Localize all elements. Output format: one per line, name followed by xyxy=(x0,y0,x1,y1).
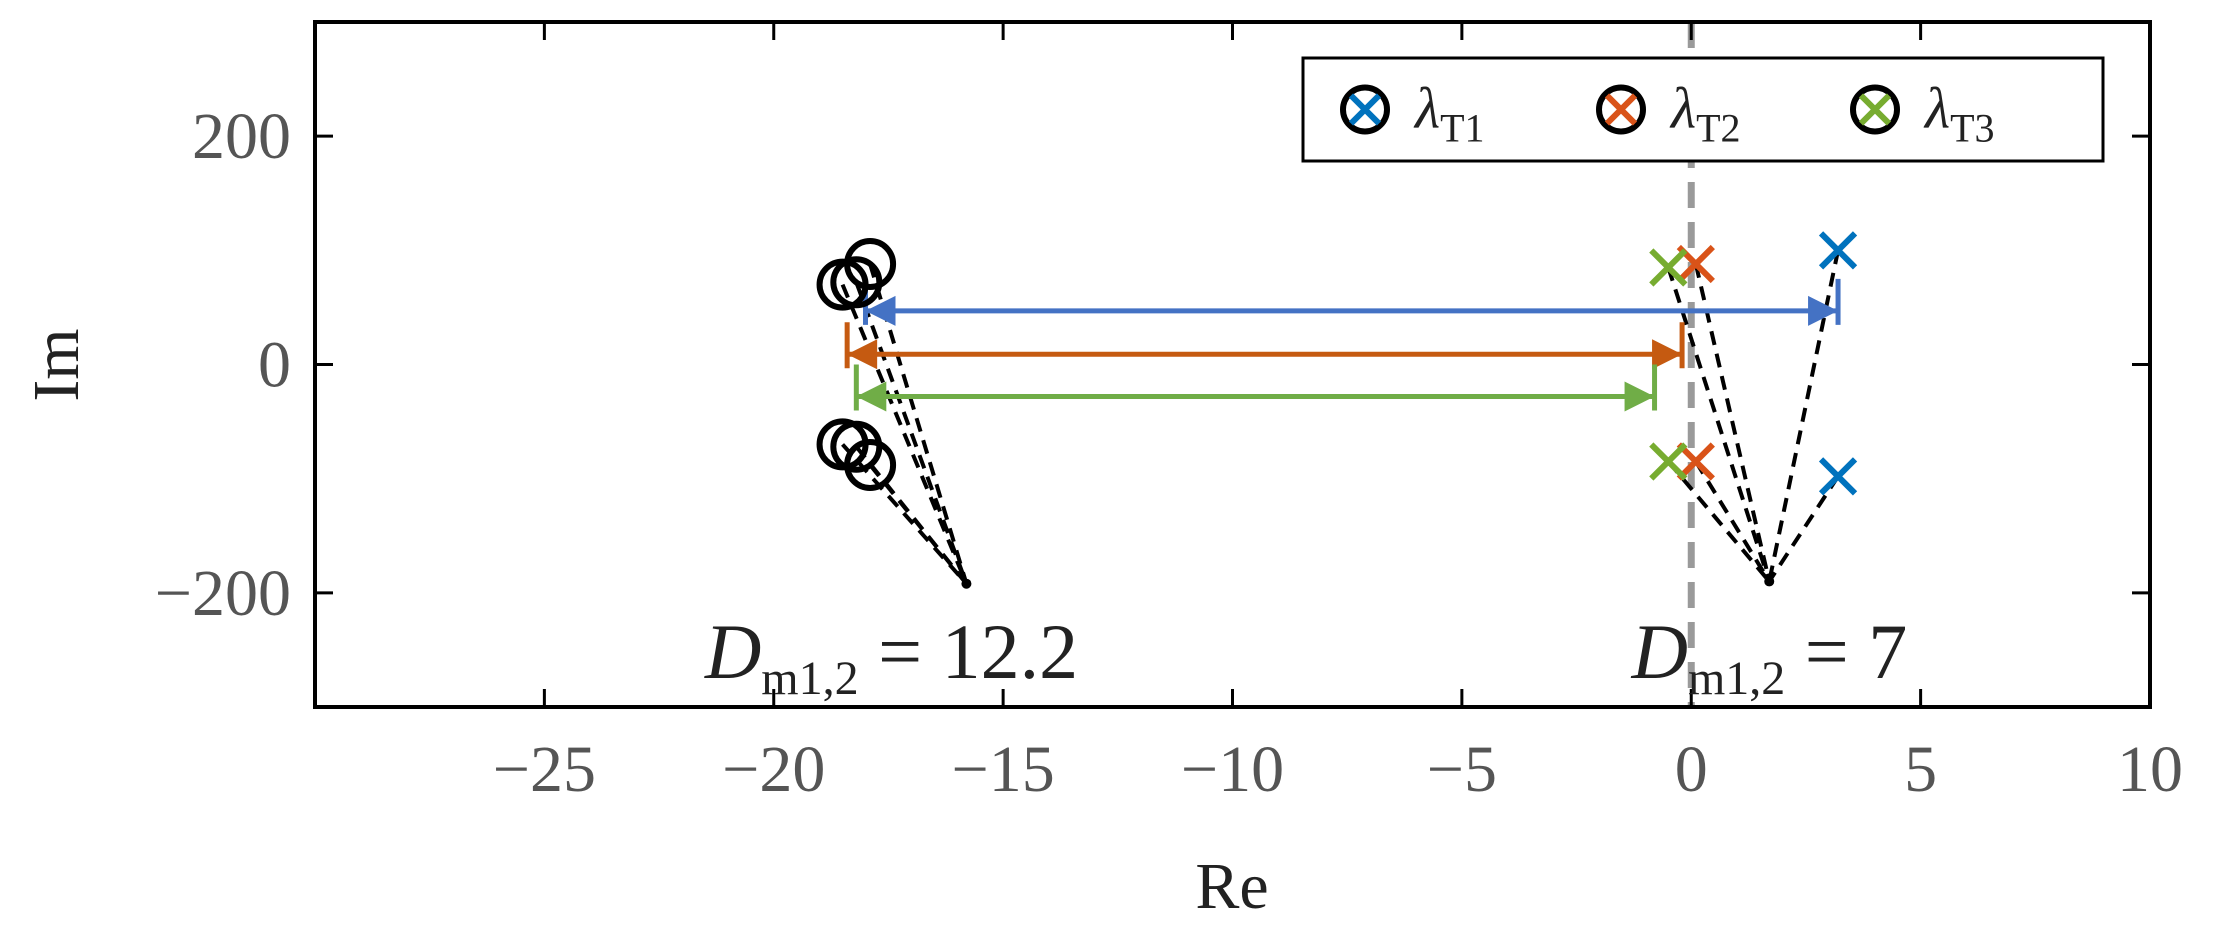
legend-symbol: λ xyxy=(1413,76,1440,141)
x-tick-label: −10 xyxy=(1181,733,1284,806)
legend-box xyxy=(1301,56,2105,163)
x-tick-label: −25 xyxy=(493,733,596,806)
legend-subscript: T1 xyxy=(1440,106,1484,151)
connector-line xyxy=(854,445,968,585)
legend-circle-marker xyxy=(1596,84,1646,135)
y-tick-label: 0 xyxy=(258,329,291,402)
connector-line xyxy=(1694,460,1771,583)
x-tick-label: −15 xyxy=(952,733,1055,806)
legend-label-3: λT3 xyxy=(1923,76,1995,151)
legend-cross-marker xyxy=(1348,93,1382,126)
legend-circle-marker xyxy=(1850,84,1900,135)
connector-line xyxy=(1693,263,1772,582)
annotation-layer: Dm1,2 = 12.2 Dm1,2 = 7 xyxy=(704,608,1907,705)
legend-cross-marker xyxy=(1858,93,1892,126)
axes-layer: −25 −20 −15 −10 −5 0 5 10 −200 0 200 xyxy=(155,20,2183,806)
legend-label-1: λT1 xyxy=(1413,76,1485,151)
annotation-subscript: m1,2 xyxy=(1688,652,1785,705)
eigenvalue-after-marker xyxy=(1649,442,1688,481)
shift-arrow-head-end xyxy=(1652,339,1683,370)
y-tick-label: −200 xyxy=(155,557,291,630)
annotation-value: = 12.2 xyxy=(859,608,1079,695)
eigenvalue-after-marker xyxy=(1818,231,1858,270)
connector-tip xyxy=(961,578,972,589)
shift-arrow-head-start xyxy=(847,339,878,370)
annotation-value: = 7 xyxy=(1785,608,1907,695)
eigenvalue-before-marker xyxy=(816,258,869,311)
shift-arrow-2 xyxy=(844,322,1685,370)
shift-arrow-head-end xyxy=(1808,295,1839,326)
legend-subscript: T2 xyxy=(1696,106,1740,151)
annotation-symbol: D xyxy=(1631,608,1688,695)
x-tick-label: 10 xyxy=(2117,733,2183,806)
y-tick-label: 200 xyxy=(192,100,291,173)
connector-line xyxy=(1666,460,1771,583)
shift-arrow-3 xyxy=(853,364,1658,412)
x-tick-label: −5 xyxy=(1427,733,1497,806)
eigenvalue-after-marker xyxy=(1818,457,1858,496)
legend: λT1 λT2 λT3 xyxy=(1301,56,2105,163)
y-axis-title: Im xyxy=(20,328,93,401)
legend-circle-marker xyxy=(1340,84,1390,135)
shift-arrow-head-start xyxy=(856,381,887,412)
eigenvalue-after-marker xyxy=(1676,442,1715,481)
legend-subscript: T3 xyxy=(1950,106,1994,151)
eigenvalue-after-marker xyxy=(1649,248,1688,287)
data-layer xyxy=(816,231,1858,589)
distance-annotation-1: Dm1,2 = 12.2 xyxy=(704,608,1078,705)
eigenvalue-before-marker xyxy=(816,418,869,471)
legend-symbol: λ xyxy=(1923,76,1950,141)
series-3-markers xyxy=(816,248,1688,481)
shift-arrow-1 xyxy=(863,278,1841,326)
connector-tip xyxy=(1764,576,1775,587)
connector-line xyxy=(840,283,969,585)
connector-line xyxy=(1767,475,1840,583)
legend-cross-marker xyxy=(1604,93,1638,126)
distance-annotation-2: Dm1,2 = 7 xyxy=(1631,608,1908,705)
connector-line xyxy=(1666,266,1772,583)
legend-symbol: λ xyxy=(1669,76,1696,141)
shift-arrow-head-end xyxy=(1624,381,1655,412)
x-tick-label: 5 xyxy=(1904,733,1937,806)
annotation-subscript: m1,2 xyxy=(761,652,858,705)
connector-line xyxy=(854,281,969,585)
x-axis-title: Re xyxy=(1195,850,1268,923)
x-tick-label: 0 xyxy=(1675,733,1708,806)
annotation-symbol: D xyxy=(704,608,761,695)
legend-label-2: λT2 xyxy=(1669,76,1741,151)
x-tick-label: −20 xyxy=(722,733,825,806)
shift-arrow-head-start xyxy=(865,295,896,326)
